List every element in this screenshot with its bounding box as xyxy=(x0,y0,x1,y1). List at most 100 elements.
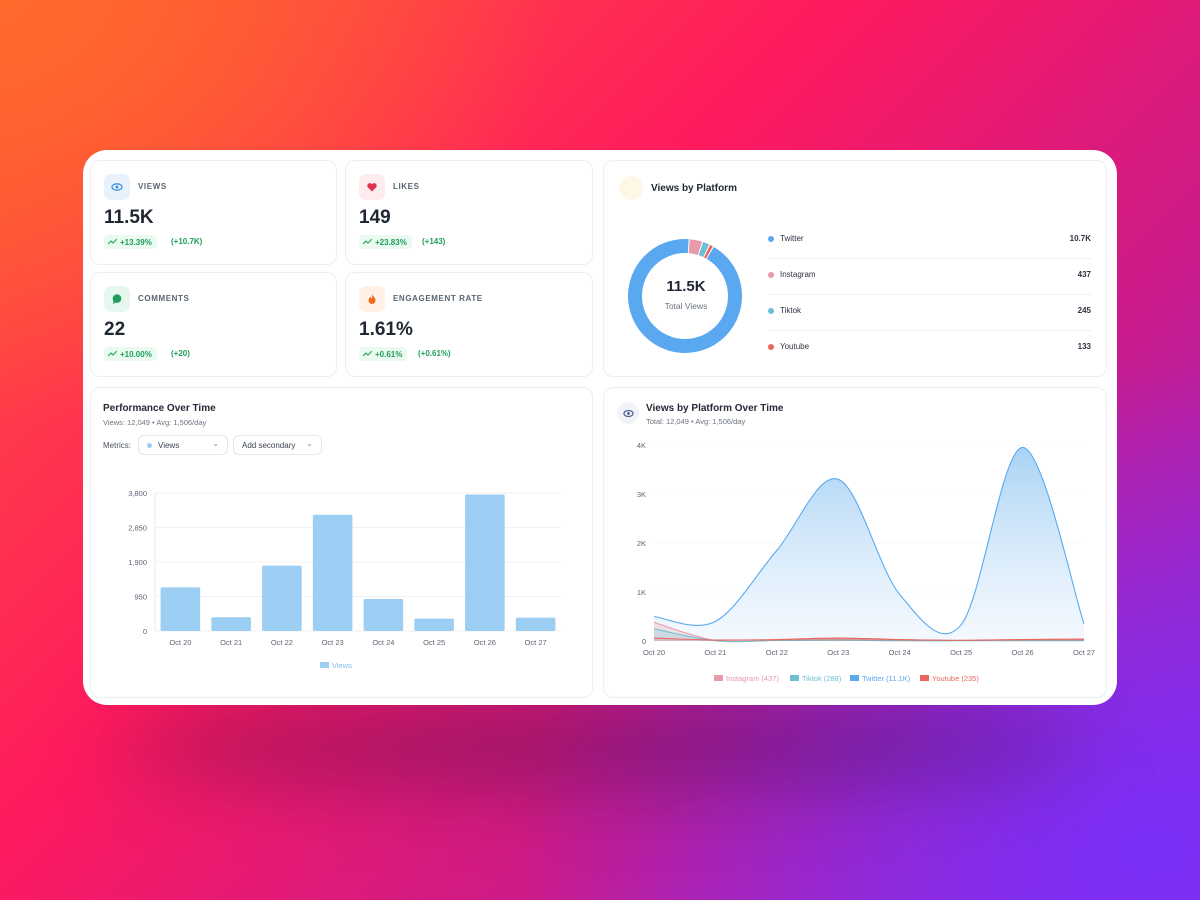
tiktok-line xyxy=(653,628,1084,643)
metric-select[interactable]: Views ⌄ xyxy=(138,435,228,455)
x-tick-label: Oct 26 xyxy=(474,638,496,647)
stat-value: 11.5K xyxy=(104,207,154,228)
stat-value: 149 xyxy=(359,207,391,228)
y-tick-label: 0 xyxy=(642,637,646,646)
x-tick-label: Oct 20 xyxy=(643,648,665,657)
change-percent: +13.39% xyxy=(120,237,152,247)
instagram-legend-swatch xyxy=(714,675,723,681)
twitter-legend-swatch xyxy=(850,675,859,681)
y-tick-label: 4K xyxy=(637,441,646,450)
twitter-legend-label: Twitter (11.1K) xyxy=(862,674,911,683)
platform-name: Instagram xyxy=(780,270,816,279)
metrics-label: Metrics: xyxy=(103,441,131,450)
change-delta: (+143) xyxy=(422,237,446,246)
comments-stat-card[interactable]: COMMENTS 22 +10.00% (+20) xyxy=(90,272,337,377)
stat-label: VIEWS xyxy=(138,182,167,191)
metric-value: Views xyxy=(158,440,180,450)
change-badge: +0.61% xyxy=(359,347,408,361)
heart-icon xyxy=(359,174,385,200)
x-tick-label: Oct 27 xyxy=(525,638,547,647)
trend-up-icon xyxy=(363,239,372,245)
comment-icon xyxy=(104,286,130,312)
x-tick-label: Oct 23 xyxy=(322,638,344,647)
change-delta: (+20) xyxy=(171,349,190,358)
dashboard-panel: VIEWS 11.5K +13.39% (+10.7K) LIKES 149 +… xyxy=(83,150,1117,705)
tiktok-dot xyxy=(768,308,774,314)
card-title: Performance Over Time xyxy=(103,403,216,414)
platform-value: 245 xyxy=(1077,306,1091,315)
y-tick-label: 2K xyxy=(637,539,646,548)
donut-center-label: Total Views xyxy=(664,301,708,311)
flame-icon xyxy=(359,286,385,312)
change-percent: +23.83% xyxy=(375,237,407,247)
x-tick-label: Oct 25 xyxy=(423,638,445,647)
secondary-metric-select[interactable]: Add secondary ⌄ xyxy=(233,435,322,455)
stat-value: 22 xyxy=(104,319,126,340)
x-tick-label: Oct 25 xyxy=(950,648,972,657)
y-tick-label: 950 xyxy=(134,593,147,602)
bar-oct-20 xyxy=(160,587,201,631)
eye-icon xyxy=(104,174,130,200)
change-delta: (+0.61%) xyxy=(418,349,451,358)
y-tick-label: 2,850 xyxy=(128,524,147,533)
views-by-platform-card: Views by Platform 11.5K Total Views Twit… xyxy=(603,160,1107,377)
twitter-area xyxy=(654,447,1084,641)
secondary-placeholder: Add secondary xyxy=(242,440,296,450)
change-percent: +0.61% xyxy=(375,349,403,359)
views-stat-card[interactable]: VIEWS 11.5K +13.39% (+10.7K) xyxy=(90,160,337,265)
platform-over-time-card: Views by Platform Over Time Total: 12,04… xyxy=(603,387,1107,698)
card-title: Views by Platform xyxy=(651,183,737,194)
eye-icon xyxy=(617,402,639,424)
y-tick-label: 3,800 xyxy=(128,489,147,498)
donut-chart xyxy=(628,239,742,353)
youtube-legend-swatch xyxy=(920,675,929,681)
x-tick-label: Oct 21 xyxy=(704,648,726,657)
likes-stat-card[interactable]: LIKES 149 +23.83% (+143) xyxy=(345,160,593,265)
performance-bar-chart: 3,800 2,850 1,900 950 0 Oct 20 Oct 21 Oct 22 Oct… xyxy=(128,489,561,670)
y-tick-label: 3K xyxy=(637,490,646,499)
x-tick-label: Oct 22 xyxy=(271,638,293,647)
platform-area-chart: 4K 3K 2K 1K 0 Oct 20 Oct 21 Oct 22 Oct 23 Oct 24 O… xyxy=(637,441,1095,683)
card-title: Views by Platform Over Time xyxy=(646,403,784,414)
stat-label: LIKES xyxy=(393,182,420,191)
youtube-dot xyxy=(768,344,774,350)
x-tick-label: Oct 21 xyxy=(220,638,242,647)
platform-value: 133 xyxy=(1077,342,1091,351)
change-percent: +10.00% xyxy=(120,349,152,359)
platform-row: Tiktok 245 xyxy=(768,295,1091,331)
donut-slice-twitter xyxy=(628,239,742,353)
x-tick-label: Oct 20 xyxy=(169,638,191,647)
trend-up-icon xyxy=(108,239,117,245)
twitter-dot xyxy=(768,236,774,242)
performance-card: Performance Over Time Views: 12,049 • Av… xyxy=(90,387,593,698)
platform-name: Youtube xyxy=(780,342,810,351)
y-tick-label: 1K xyxy=(637,588,646,597)
platform-row: Twitter 10.7K xyxy=(768,223,1091,259)
youtube-line xyxy=(653,637,1085,641)
platform-value: 437 xyxy=(1077,270,1091,279)
change-delta: (+10.7K) xyxy=(171,237,203,246)
panel-shadow xyxy=(110,700,1090,790)
legend-swatch xyxy=(320,662,329,668)
x-tick-label: Oct 24 xyxy=(372,638,394,647)
chart-icon xyxy=(619,176,643,200)
chevron-down-icon: ⌄ xyxy=(212,439,219,448)
engagement-stat-card[interactable]: ENGAGEMENT RATE 1.61% +0.61% (+0.61%) xyxy=(345,272,593,377)
x-tick-label: Oct 22 xyxy=(766,648,788,657)
legend-label: Views xyxy=(332,661,352,670)
stat-value: 1.61% xyxy=(359,319,413,340)
tiktok-area xyxy=(654,628,1084,642)
chevron-down-icon: ⌄ xyxy=(306,439,313,448)
bar-oct-22 xyxy=(262,565,302,631)
platform-row: Instagram 437 xyxy=(768,259,1091,295)
bar-oct-24 xyxy=(363,599,404,631)
x-tick-label: Oct 23 xyxy=(827,648,849,657)
card-subtitle: Views: 12,049 • Avg: 1,506/day xyxy=(103,418,207,427)
tiktok-legend-label: Tiktok (288) xyxy=(802,674,842,683)
bar-oct-27 xyxy=(515,617,556,631)
donut-slice-tiktok xyxy=(698,241,710,258)
tiktok-legend-swatch xyxy=(790,675,799,681)
platform-row: Youtube 133 xyxy=(768,331,1091,367)
bar-oct-25 xyxy=(414,618,454,631)
change-badge: +13.39% xyxy=(104,235,157,249)
